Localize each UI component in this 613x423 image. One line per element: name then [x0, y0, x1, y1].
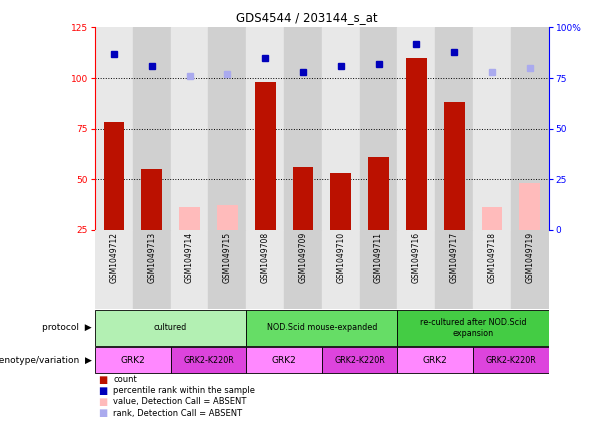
- Bar: [284, 27, 322, 230]
- Text: GSM1049711: GSM1049711: [374, 232, 383, 283]
- Text: ■: ■: [98, 375, 107, 385]
- Bar: [208, 230, 246, 309]
- Bar: [284, 230, 322, 309]
- Text: genotype/variation  ▶: genotype/variation ▶: [0, 356, 92, 365]
- Text: GSM1049718: GSM1049718: [487, 232, 497, 283]
- Bar: [368, 157, 389, 230]
- Bar: [444, 102, 465, 230]
- Bar: [473, 27, 511, 230]
- Text: cultured: cultured: [154, 323, 187, 332]
- Text: NOD.Scid mouse-expanded: NOD.Scid mouse-expanded: [267, 323, 377, 332]
- Bar: [473, 347, 549, 374]
- Bar: [104, 123, 124, 230]
- Text: GRK2: GRK2: [120, 356, 145, 365]
- Bar: [95, 347, 170, 374]
- Bar: [322, 347, 397, 374]
- Text: GSM1049713: GSM1049713: [147, 232, 156, 283]
- Bar: [217, 206, 238, 230]
- Text: GDS4544 / 203144_s_at: GDS4544 / 203144_s_at: [235, 11, 378, 24]
- Bar: [511, 27, 549, 230]
- Text: value, Detection Call = ABSENT: value, Detection Call = ABSENT: [113, 398, 247, 407]
- Bar: [360, 230, 397, 309]
- Text: ■: ■: [98, 408, 107, 418]
- Text: count: count: [113, 375, 137, 384]
- Bar: [133, 27, 170, 230]
- Bar: [246, 230, 284, 309]
- Bar: [482, 207, 502, 230]
- Text: ■: ■: [98, 397, 107, 407]
- Text: GSM1049719: GSM1049719: [525, 232, 535, 283]
- Bar: [142, 169, 162, 230]
- Text: GSM1049717: GSM1049717: [449, 232, 459, 283]
- Bar: [95, 27, 133, 230]
- Bar: [397, 27, 435, 230]
- Bar: [511, 230, 549, 309]
- Bar: [292, 167, 313, 230]
- Bar: [255, 82, 275, 230]
- Bar: [95, 230, 133, 309]
- Bar: [360, 27, 397, 230]
- Bar: [406, 58, 427, 230]
- Bar: [246, 347, 322, 374]
- Bar: [246, 27, 284, 230]
- Bar: [397, 347, 473, 374]
- Bar: [95, 310, 246, 346]
- Bar: [170, 230, 208, 309]
- Bar: [170, 347, 246, 374]
- Text: GSM1049708: GSM1049708: [261, 232, 270, 283]
- Bar: [133, 230, 170, 309]
- Bar: [473, 230, 511, 309]
- Text: GSM1049714: GSM1049714: [185, 232, 194, 283]
- Bar: [246, 310, 397, 346]
- Bar: [397, 230, 435, 309]
- Text: rank, Detection Call = ABSENT: rank, Detection Call = ABSENT: [113, 409, 243, 418]
- Text: GRK2: GRK2: [272, 356, 297, 365]
- Text: re-cultured after NOD.Scid
expansion: re-cultured after NOD.Scid expansion: [420, 318, 527, 338]
- Bar: [397, 310, 549, 346]
- Text: GRK2-K220R: GRK2-K220R: [485, 356, 536, 365]
- Bar: [208, 27, 246, 230]
- Bar: [330, 173, 351, 230]
- Text: GRK2-K220R: GRK2-K220R: [334, 356, 385, 365]
- Bar: [179, 207, 200, 230]
- Text: GSM1049716: GSM1049716: [412, 232, 421, 283]
- Text: ■: ■: [98, 386, 107, 396]
- Bar: [322, 230, 360, 309]
- Text: GSM1049715: GSM1049715: [223, 232, 232, 283]
- Bar: [435, 27, 473, 230]
- Bar: [322, 27, 360, 230]
- Text: GSM1049712: GSM1049712: [109, 232, 118, 283]
- Text: protocol  ▶: protocol ▶: [42, 323, 92, 332]
- Bar: [170, 27, 208, 230]
- Bar: [435, 230, 473, 309]
- Bar: [519, 183, 540, 230]
- Text: GSM1049709: GSM1049709: [299, 232, 308, 283]
- Text: GSM1049710: GSM1049710: [336, 232, 345, 283]
- Text: GRK2: GRK2: [423, 356, 447, 365]
- Text: percentile rank within the sample: percentile rank within the sample: [113, 386, 256, 396]
- Text: GRK2-K220R: GRK2-K220R: [183, 356, 234, 365]
